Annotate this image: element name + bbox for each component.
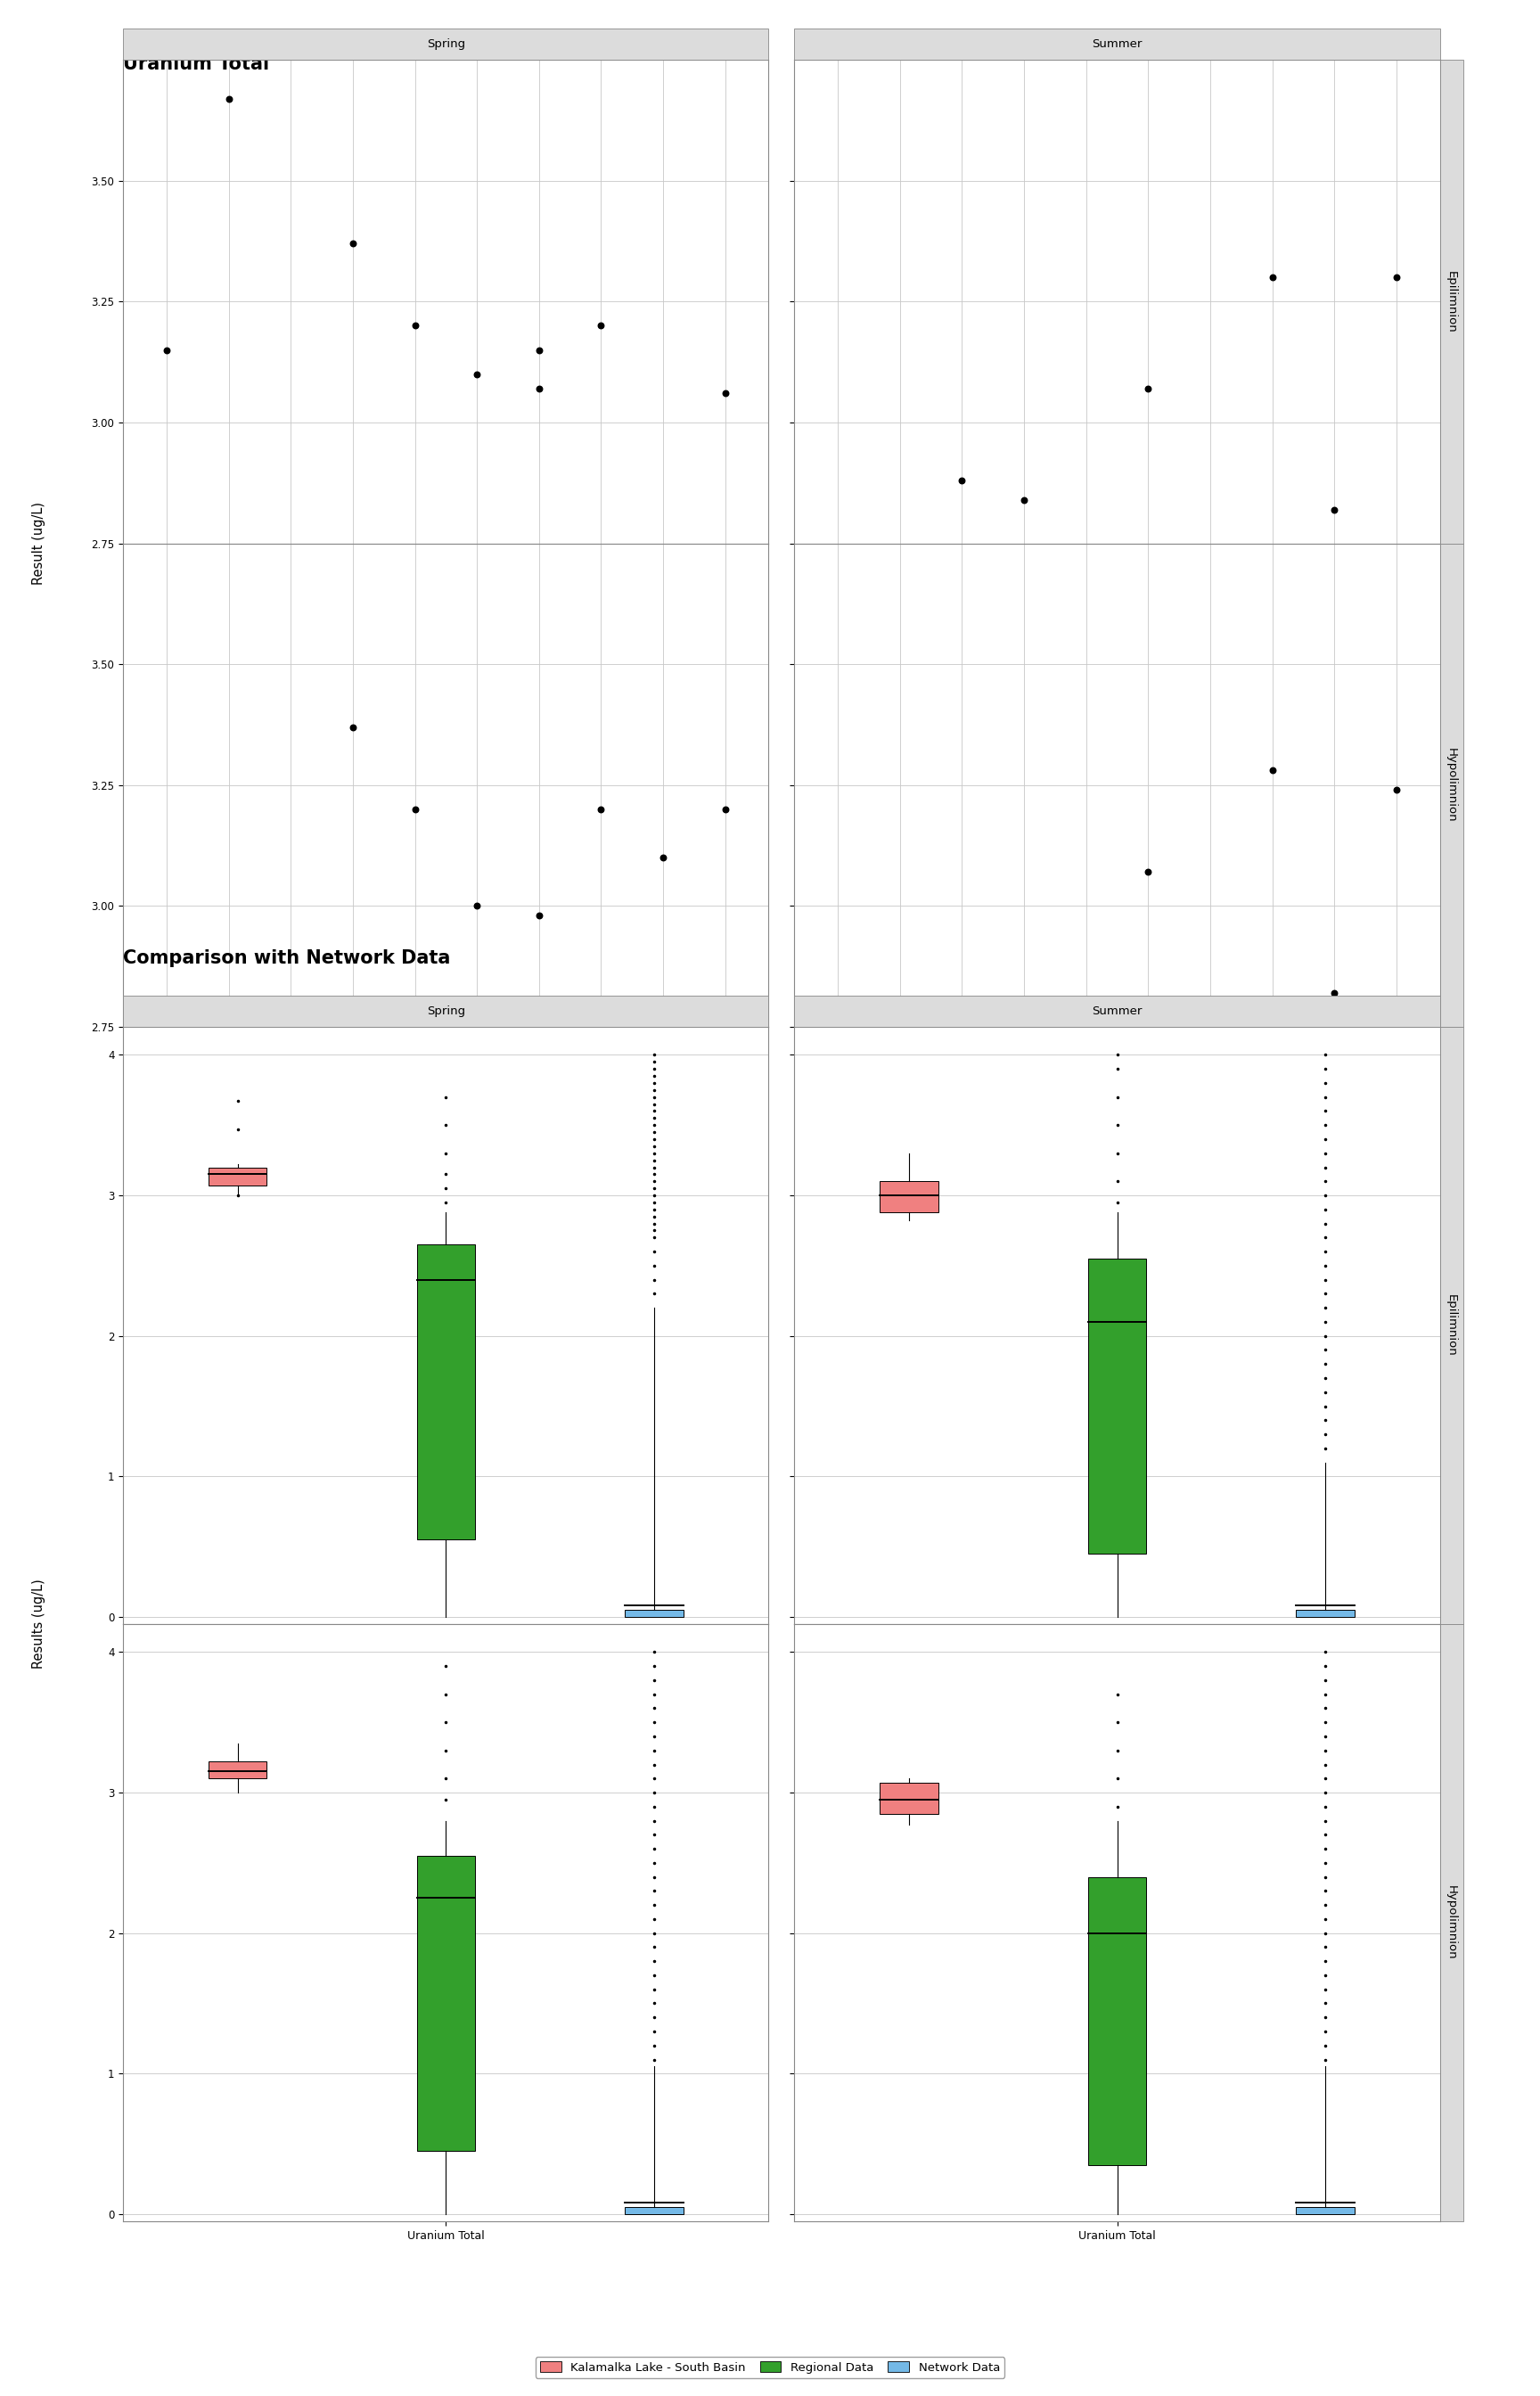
- Point: [1384, 259, 1409, 297]
- Bar: [417, 1857, 474, 2152]
- Point: [1321, 973, 1346, 1011]
- Text: Spring: Spring: [427, 1006, 465, 1016]
- Bar: [208, 1761, 266, 1778]
- Point: [1260, 259, 1284, 297]
- Bar: [1297, 1610, 1355, 1617]
- Point: [1260, 752, 1284, 791]
- Point: [402, 307, 427, 345]
- Point: [527, 369, 551, 407]
- Text: Epilimnion: Epilimnion: [1446, 271, 1457, 333]
- Point: [588, 791, 613, 829]
- Text: Hypolimnion: Hypolimnion: [1446, 748, 1457, 822]
- Point: [1012, 482, 1036, 520]
- Text: Comparison with Network Data: Comparison with Network Data: [123, 949, 451, 968]
- Text: Uranium Total: Uranium Total: [123, 55, 270, 72]
- Text: Hypolimnion: Hypolimnion: [1446, 1886, 1457, 1960]
- Bar: [1089, 1258, 1146, 1553]
- Text: Epilimnion: Epilimnion: [1446, 1294, 1457, 1356]
- Point: [402, 791, 427, 829]
- Point: [154, 331, 179, 369]
- Point: [713, 791, 738, 829]
- Text: Summer: Summer: [1092, 38, 1143, 50]
- Bar: [1297, 2207, 1355, 2214]
- Point: [465, 355, 490, 393]
- Bar: [208, 1167, 266, 1186]
- Bar: [1089, 1876, 1146, 2166]
- Point: [1137, 369, 1161, 407]
- Point: [713, 374, 738, 412]
- Point: [527, 331, 551, 369]
- Text: Result (ug/L): Result (ug/L): [32, 501, 45, 585]
- Bar: [879, 1783, 938, 1814]
- Text: Spring: Spring: [427, 38, 465, 50]
- Bar: [625, 1610, 684, 1617]
- Text: Results (ug/L): Results (ug/L): [32, 1579, 45, 1670]
- Point: [1073, 999, 1098, 1037]
- Bar: [417, 1244, 474, 1541]
- Point: [527, 896, 551, 934]
- Legend: Kalamalka Lake - South Basin, Regional Data, Network Data: Kalamalka Lake - South Basin, Regional D…: [536, 2358, 1004, 2379]
- Text: Summer: Summer: [1092, 1006, 1143, 1016]
- Point: [1384, 772, 1409, 810]
- Point: [340, 225, 365, 264]
- Point: [651, 839, 676, 877]
- Point: [1137, 853, 1161, 891]
- Bar: [625, 2207, 684, 2214]
- Point: [1321, 491, 1346, 530]
- Point: [950, 462, 975, 501]
- Point: [217, 79, 242, 117]
- Point: [340, 707, 365, 745]
- Bar: [879, 1181, 938, 1212]
- Point: [588, 307, 613, 345]
- Point: [465, 887, 490, 925]
